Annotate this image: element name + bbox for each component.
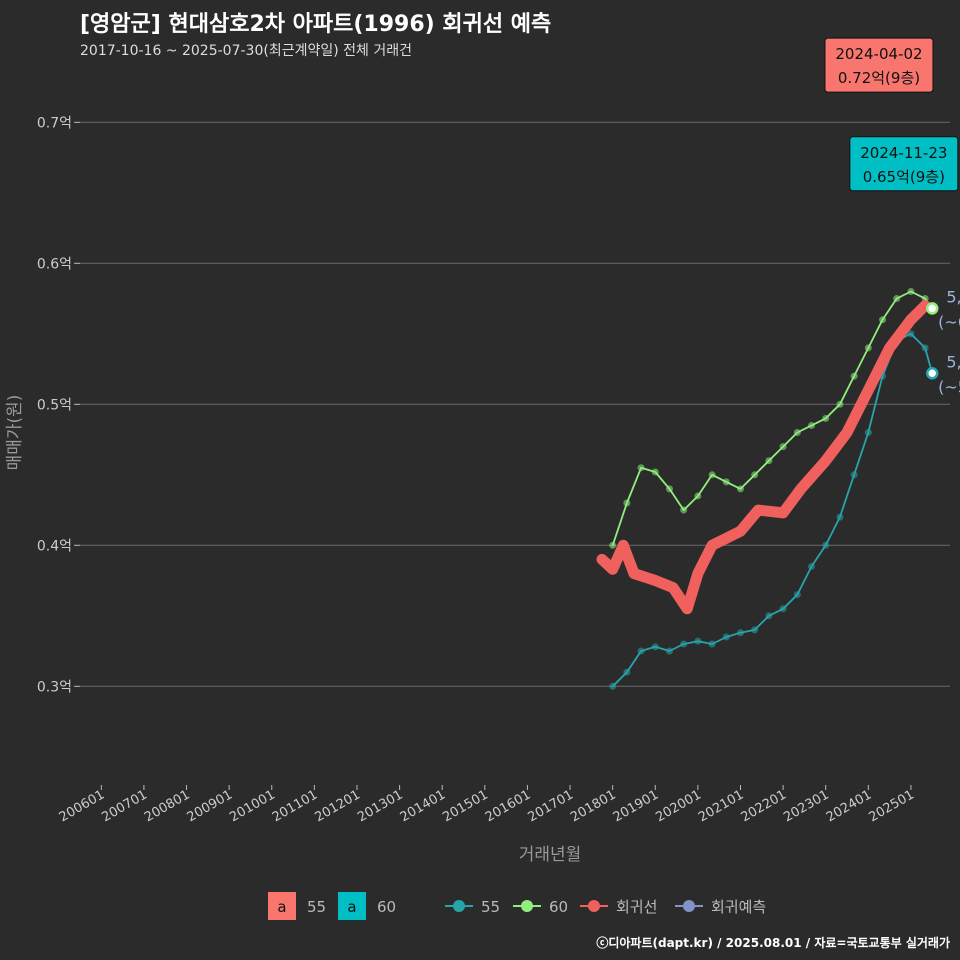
legend-swatch-box [268,892,296,920]
x-tick-label: 201901 [611,787,661,825]
y-tick-label: 0.6억 [37,256,72,272]
end-label-area: (~60㎡) [938,312,960,331]
legend-point-key [588,900,600,912]
annotation-box [824,37,934,93]
grid [80,121,950,687]
legend-point-key [521,900,533,912]
x-tick-label: 201201 [312,787,362,825]
series-lines [596,290,934,688]
legend-label: 회귀예측 [711,898,766,916]
legend-point-key [453,900,465,912]
series-line-55 [611,332,934,688]
legend-swatch-glyph: a [277,898,286,916]
x-tick-label: 200801 [142,787,192,825]
x-tick-label: 201301 [355,787,405,825]
annotation-price: 0.72억(9층) [838,69,920,87]
end-label-area: (~55㎡) [938,377,960,396]
x-tick-label: 202401 [824,787,874,825]
x-tick-label: 201701 [526,787,576,825]
end-label-value: 5,218 [946,352,960,371]
x-tick-label: 202001 [653,787,703,825]
series-line-60 [611,290,934,547]
chart-title: [영암군] 현대삼호2차 아파트(1996) 회귀선 예측 [80,12,552,37]
x-tick-label: 201501 [440,787,490,825]
end-point-marker [925,302,939,315]
x-tick-label: 201401 [398,787,448,825]
x-tick-label: 201101 [270,787,320,825]
annotation-box [849,136,959,192]
y-tick-label: 0.7억 [37,115,72,131]
legend-point-key [683,900,695,912]
legend-swatch-box [338,892,366,920]
axes: 0.3억0.4억0.5억0.6억0.7억20060120070120080120… [5,115,917,865]
annotation-price: 0.65억(9층) [863,168,945,186]
annotation-date: 2024-11-23 [860,144,947,162]
x-tick-label: 201001 [227,787,277,825]
legend-label: 55 [307,898,326,916]
y-tick-label: 0.5억 [37,397,72,413]
x-tick-label: 202101 [696,787,746,825]
legend-label: 60 [549,898,568,916]
legend-swatch-glyph: a [347,898,356,916]
x-tick-label: 202201 [739,787,789,825]
x-axis-label: 거래년월 [519,845,582,865]
credit-text: ⓒ디아파트(dapt.kr) / 2025.08.01 / 자료=국토교통부 실… [596,936,950,950]
x-tick-label: 201801 [568,787,618,825]
legend-label: 55 [481,898,500,916]
y-tick-label: 0.4억 [37,538,72,554]
x-tick-label: 201601 [483,787,533,825]
x-tick-label: 202501 [866,787,916,825]
x-tick-label: 200901 [185,787,235,825]
annotation-date: 2024-04-02 [835,45,922,63]
annotations: 5,677 (~60㎡) 5,218 (~55㎡) 2024-04-02 0.72억(9층… [824,37,960,396]
chart-subtitle: 2017-10-16 ~ 2025-07-30(최근계약일) 전체 거래건 [80,43,412,59]
y-tick-label: 0.3억 [37,679,72,695]
x-tick-label: 200601 [57,787,107,825]
series-line-회귀선 [596,300,931,615]
legend: a 55 a 60 55 60 회귀선 회귀예측 [268,892,766,920]
y-axis-label: 매매가(원) [5,395,25,471]
legend-label: 60 [377,898,396,916]
end-point-marker [925,367,939,380]
x-tick-label: 200701 [99,787,149,825]
x-tick-label: 202301 [781,787,831,825]
legend-label: 회귀선 [616,898,657,916]
end-label-value: 5,677 [946,287,960,306]
